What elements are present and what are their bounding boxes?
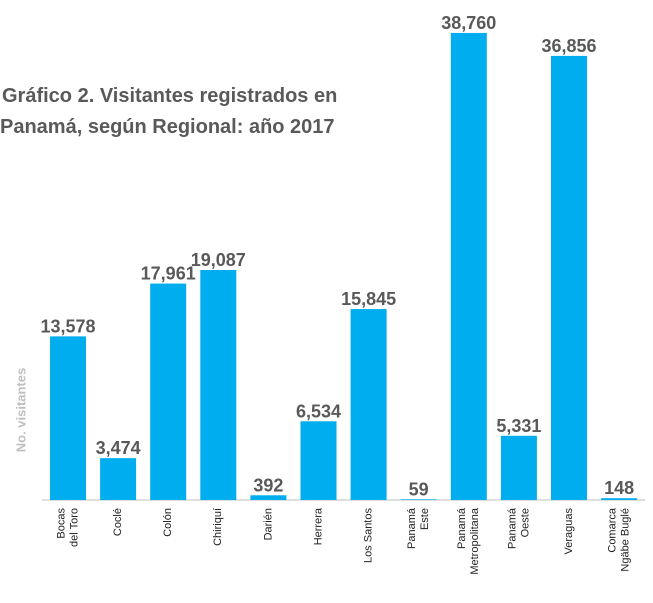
value-label: 392	[253, 475, 283, 495]
value-label: 38,760	[441, 13, 496, 33]
bar	[150, 283, 187, 500]
value-label: 15,845	[341, 289, 396, 309]
bar	[100, 458, 137, 500]
x-tick-label: Panamá	[456, 507, 468, 549]
x-tick-label: Panamá	[506, 507, 518, 549]
bar	[250, 495, 287, 500]
x-tick-label: Darién	[262, 508, 274, 540]
x-tick-label: Veraguas	[563, 508, 575, 555]
x-tick-label: Ngäbe Buglé	[620, 508, 632, 572]
x-tick-label: Coclé	[112, 508, 124, 536]
x-tick-label: Metropolitana	[469, 507, 481, 575]
x-tick-label: Colón	[162, 508, 174, 537]
bar	[50, 336, 86, 500]
value-label: 148	[604, 478, 634, 498]
x-tick-label: Oeste	[519, 508, 531, 537]
value-label: 13,578	[40, 316, 95, 336]
x-tick-label: Bocas	[55, 508, 67, 539]
value-label: 3,474	[96, 438, 141, 458]
bar	[551, 55, 587, 501]
x-tick-label: del Toro	[68, 508, 80, 547]
x-tick-label: Los Santos	[363, 508, 375, 564]
chart-title: Panamá, según Regional: año 2017	[0, 116, 335, 138]
value-label: 6,534	[296, 401, 341, 421]
bar	[200, 270, 237, 500]
value-label: 59	[409, 479, 429, 499]
x-tick-label: Panamá	[406, 507, 418, 549]
bar	[350, 309, 387, 500]
y-axis-label: No. visitantes	[13, 368, 28, 453]
value-label: 36,856	[541, 36, 596, 56]
bar	[601, 498, 638, 500]
chart-title: Gráfico 2. Visitantes registrados en	[2, 85, 337, 107]
value-label: 19,087	[191, 250, 246, 270]
bar	[300, 421, 337, 500]
bar	[500, 435, 537, 500]
x-tick-label: Este	[419, 508, 431, 530]
bar	[400, 499, 437, 500]
x-tick-label: Comarca	[607, 507, 619, 553]
value-label: 5,331	[496, 416, 541, 436]
bar	[450, 32, 487, 500]
x-tick-label: Herrera	[312, 507, 324, 545]
value-label: 17,961	[141, 264, 196, 284]
x-tick-label: Chiriquí	[212, 508, 224, 546]
